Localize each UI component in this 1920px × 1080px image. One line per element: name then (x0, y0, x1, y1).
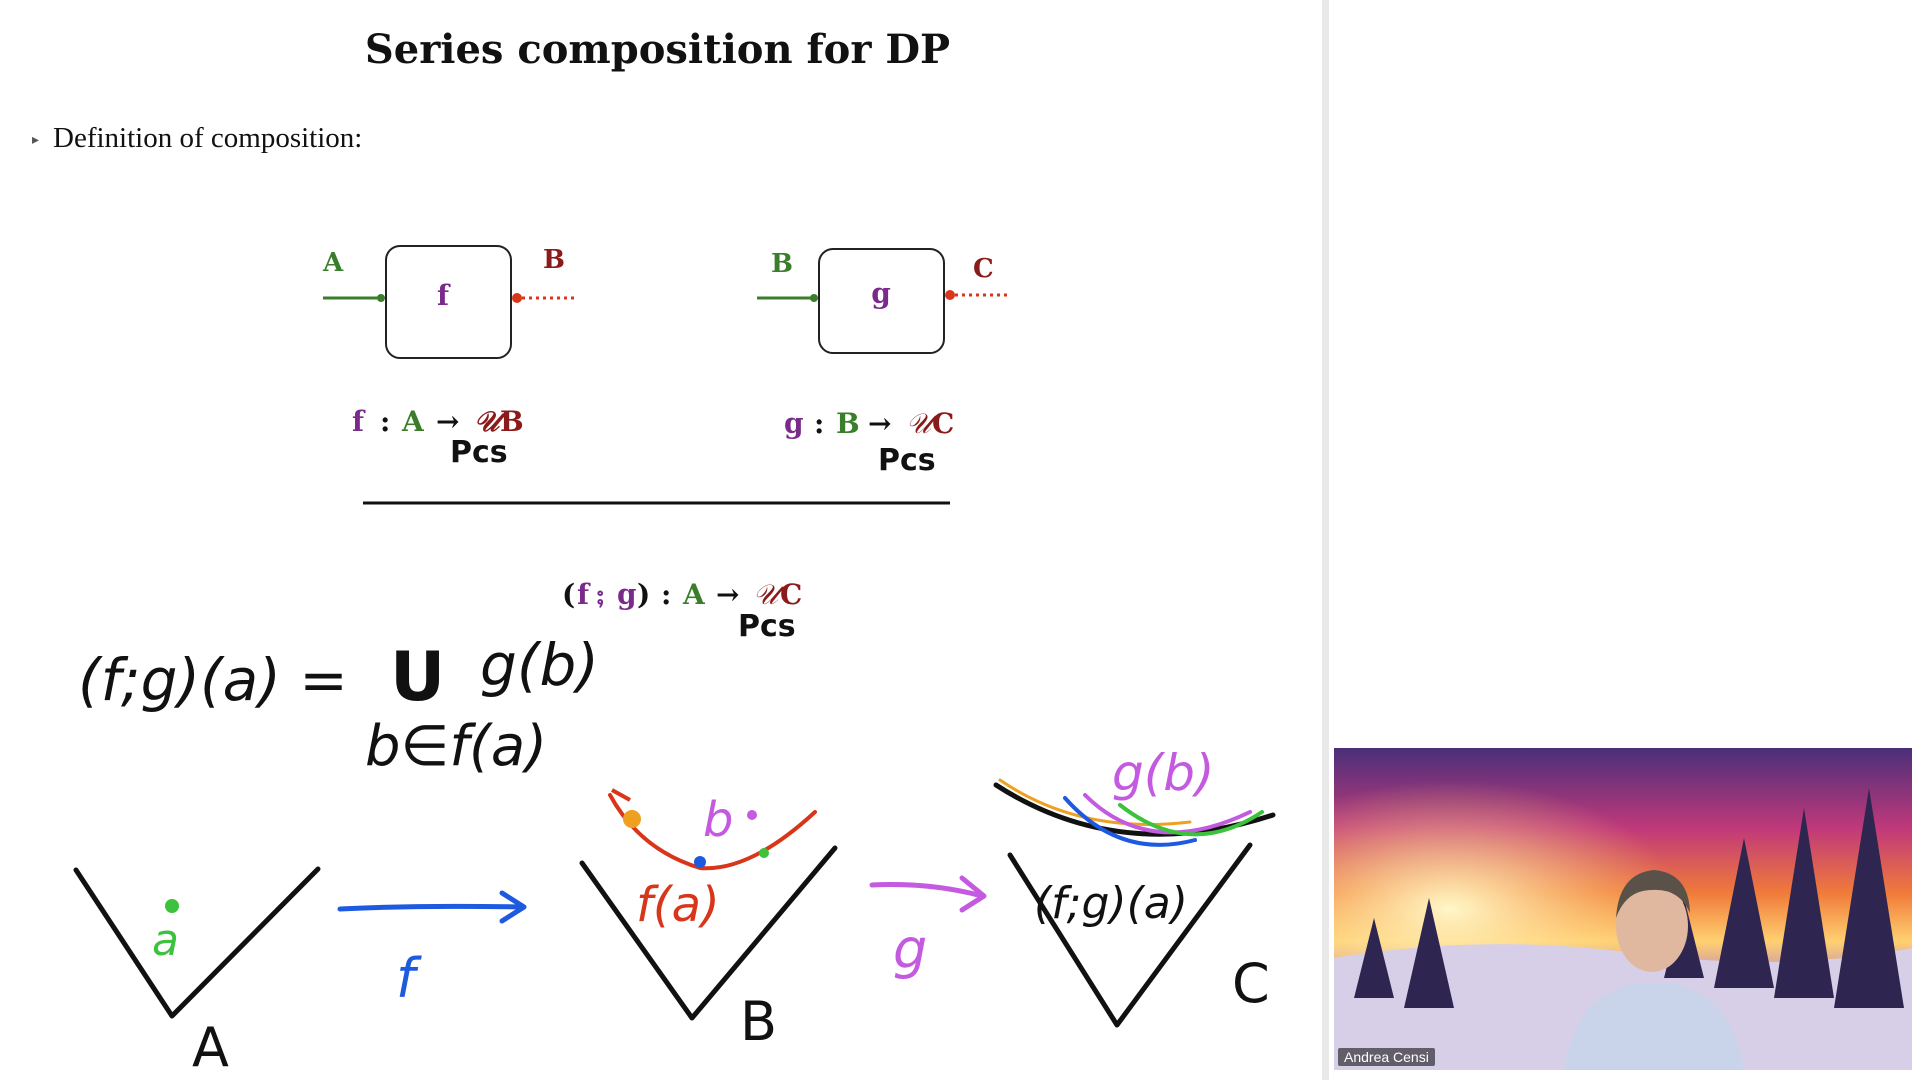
g-sig-codomain: C (932, 407, 954, 440)
cone-c-set-label: (f;g)(a) (1034, 878, 1188, 929)
formula-subscript: b∈f(a) (365, 714, 547, 779)
comp-codomain: C (780, 578, 802, 611)
cone-b-set-label: f(a) (636, 877, 720, 933)
arrow-g: g (869, 875, 987, 981)
f-pcs-annotation: Pcs (450, 435, 508, 470)
cone-c-outline (1007, 842, 1253, 1028)
comp-domain: A (682, 578, 706, 611)
diagram-g: g B C (757, 248, 1010, 354)
bullet-text: Definition of composition: (53, 122, 363, 154)
video-person (1564, 870, 1744, 1070)
slide-area: Series composition for DP ▸ Definition of… (32, 26, 1276, 1079)
cone-b-blue-dot (694, 856, 706, 868)
participant-name-label: Andrea Censi (1338, 1048, 1435, 1066)
g-box (818, 248, 945, 354)
formula-rhs: g(b) (480, 631, 599, 699)
comp-pcs-annotation: Pcs (738, 609, 796, 644)
comp-paren-close: ) (637, 578, 650, 611)
cone-a-point-label: a (152, 915, 179, 966)
cone-a-dot (165, 899, 179, 913)
g-input-dot (810, 294, 818, 302)
g-sig-arrow: → (868, 407, 891, 440)
comp-paren-open: ( (562, 578, 575, 611)
cone-b-outline (579, 845, 838, 1021)
g-input-label: B (771, 249, 793, 279)
arrow-f: f (337, 890, 527, 1010)
g-output-dot (945, 290, 955, 300)
cone-c-purple-curve (1083, 793, 1252, 835)
cone-b-label: B (740, 990, 777, 1053)
g-sig-colon: : (814, 407, 824, 440)
g-pcs-annotation: Pcs (878, 443, 936, 478)
bullet-triangle-icon: ▸ (32, 132, 40, 148)
cone-a: a A (73, 866, 321, 1079)
panel-divider[interactable] (1322, 0, 1329, 1080)
comp-arrow: → (716, 578, 739, 611)
f-output-label: B (543, 245, 565, 275)
formula-lhs: (f;g)(a) = (78, 646, 348, 714)
f-output-dot (512, 293, 522, 303)
diagram-f: f A B (322, 245, 576, 359)
arrow-f-line (337, 903, 525, 912)
arrow-g-label: g (893, 918, 927, 981)
cone-b-orange-dot (623, 810, 641, 828)
cone-b-green-dot (759, 848, 769, 858)
f-sig-name: f (352, 405, 366, 438)
arrow-f-label: f (396, 947, 422, 1010)
composition-signature: ( f ⨟ g ) : A → 𝒰 C (562, 578, 802, 611)
comp-colon: : (661, 578, 671, 611)
cone-a-label: A (192, 1016, 229, 1079)
f-input-dot (377, 294, 385, 302)
comp-f: f (577, 578, 591, 611)
comp-semicolon: ⨟ (596, 578, 604, 611)
f-box (385, 245, 512, 359)
g-sig-domain: B (836, 407, 860, 440)
g-sig-name: g (784, 407, 804, 440)
cone-b: b f(a) B (579, 788, 838, 1053)
slide-title: Series composition for DP (364, 26, 951, 73)
f-signature: f : A → 𝒰 B (352, 405, 524, 438)
cone-c: g(b) (f;g)(a) C (993, 744, 1276, 1028)
participant-video[interactable]: Andrea Censi (1334, 748, 1912, 1070)
f-sig-codomain: B (500, 405, 524, 438)
arrow-f-head (499, 890, 527, 924)
f-sig-domain: A (401, 405, 425, 438)
g-signature: g : B → 𝒰 C (784, 407, 954, 440)
f-input-label: A (322, 248, 344, 278)
f-sig-arrow: → (436, 405, 459, 438)
handwritten-formula: (f;g)(a) = U g(b) b∈f(a) (78, 631, 599, 779)
cone-b-purple-dot (747, 810, 757, 820)
f-sig-colon: : (380, 405, 390, 438)
arrow-g-line (869, 881, 985, 899)
cone-c-green-curve (1118, 803, 1264, 837)
slide-drawing: f A B f : A → 𝒰 B Pcs g B C (73, 245, 1276, 1079)
cone-c-blue-curve (1063, 796, 1197, 847)
bullet-item: ▸ Definition of composition: (32, 122, 362, 155)
g-box-label: g (871, 277, 891, 310)
g-output-label: C (973, 254, 994, 284)
cone-c-top-label: g(b) (1112, 744, 1215, 802)
video-background (1334, 748, 1912, 1070)
f-box-label: f (437, 279, 451, 312)
arrow-g-head (959, 875, 987, 913)
cone-c-label: C (1232, 952, 1270, 1015)
comp-g: g (617, 578, 637, 611)
cone-b-curve-tick (611, 788, 631, 802)
cone-b-point-label: b (703, 792, 733, 848)
formula-union: U (390, 638, 445, 717)
cone-a-outline (73, 866, 321, 1019)
